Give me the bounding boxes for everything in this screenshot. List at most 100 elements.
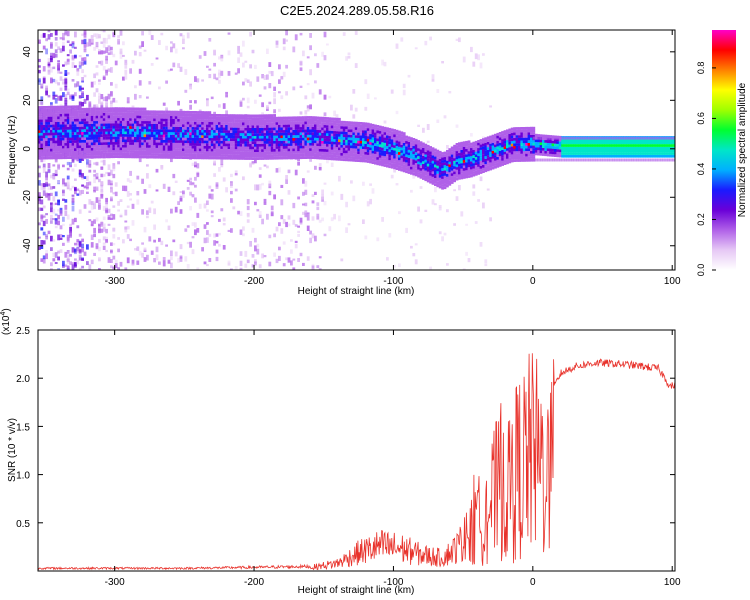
heatmap-cell	[124, 155, 128, 159]
heatmap-cell	[494, 141, 497, 145]
heatmap-cell	[467, 140, 471, 144]
heatmap-cell	[40, 108, 44, 112]
heatmap-cell	[249, 64, 252, 69]
heatmap-cell	[251, 254, 255, 258]
heatmap-cell	[489, 135, 492, 139]
heatmap-cell	[59, 234, 63, 240]
heatmap-cell	[100, 50, 104, 55]
heatmap-cell	[273, 114, 276, 117]
heatmap-cell	[227, 260, 231, 266]
heatmap-cell	[316, 121, 320, 125]
heatmap-cell	[177, 132, 180, 135]
heatmap-cell	[138, 134, 142, 137]
heatmap-cell	[242, 157, 245, 160]
heatmap-cell	[280, 199, 284, 206]
heatmap-cell	[302, 203, 305, 206]
heatmap-cell	[45, 122, 48, 125]
heatmap-cell	[107, 45, 111, 52]
heatmap-cell	[38, 222, 41, 226]
spectrogram-cells	[38, 30, 675, 270]
heatmap-cell	[88, 181, 92, 186]
heatmap-cell	[263, 133, 267, 136]
heatmap-cell	[472, 163, 476, 166]
heatmap-cell	[105, 55, 108, 61]
heatmap-cell	[472, 171, 476, 174]
heatmap-cell	[66, 91, 70, 96]
heatmap-cell	[256, 209, 260, 212]
heatmap-cell	[148, 123, 152, 127]
heatmap-cell	[314, 119, 317, 122]
heatmap-cell	[174, 153, 178, 157]
heatmap-cell	[69, 227, 72, 233]
heatmap-cell	[57, 135, 60, 138]
heatmap-cell	[431, 174, 435, 177]
heatmap-cell	[501, 160, 504, 164]
heatmap-cell	[455, 153, 459, 157]
heatmap-cell	[66, 116, 70, 119]
heatmap-cell	[532, 150, 536, 154]
heatmap-cell	[249, 149, 252, 152]
heatmap-cell	[191, 182, 195, 185]
heatmap-cell	[455, 196, 459, 201]
heatmap-cell	[256, 119, 260, 123]
heatmap-cell	[227, 262, 231, 266]
heatmap-cell	[114, 125, 118, 129]
heatmap-cell	[42, 148, 46, 152]
heatmap-cell	[275, 151, 279, 155]
heatmap-cell	[398, 162, 401, 166]
heatmap-cell	[196, 129, 200, 133]
heatmap-cell	[189, 206, 192, 211]
heatmap-cell	[54, 94, 58, 97]
heatmap-cell	[146, 129, 149, 132]
heatmap-cell	[347, 139, 351, 143]
heatmap-cell	[203, 224, 207, 229]
heatmap-cell	[280, 215, 284, 220]
heatmap-cell	[129, 144, 132, 148]
heatmap-cell	[174, 113, 178, 117]
heatmap-cell	[494, 165, 497, 169]
heatmap-cell	[86, 110, 89, 114]
heatmap-cell	[333, 138, 336, 142]
heatmap-cell	[162, 134, 166, 138]
heatmap-cell	[311, 148, 315, 151]
heatmap-cell	[150, 147, 154, 151]
heatmap-cell	[393, 139, 396, 143]
heatmap-cell	[287, 135, 291, 138]
heatmap-cell	[222, 135, 226, 139]
heatmap-cell	[143, 189, 147, 194]
heatmap-cell	[280, 148, 284, 152]
heatmap-cell	[333, 133, 336, 137]
heatmap-cell	[273, 138, 276, 141]
heatmap-cell	[134, 139, 137, 143]
heatmap-cell	[105, 139, 108, 143]
heatmap-cell	[261, 143, 264, 147]
heatmap-cell	[354, 145, 358, 149]
heatmap-cell	[74, 54, 77, 58]
heatmap-cell	[318, 268, 322, 270]
heatmap-cell	[162, 142, 166, 146]
heatmap-cell	[107, 34, 111, 40]
heatmap-cell	[513, 159, 516, 162]
heatmap-cell	[345, 201, 348, 208]
heatmap-cell	[78, 233, 82, 237]
heatmap-cell	[210, 121, 214, 125]
heatmap-cell	[189, 85, 192, 90]
heatmap-cell	[74, 142, 77, 146]
heatmap-cell	[410, 161, 413, 164]
heatmap-cell	[184, 148, 188, 151]
heatmap-cell	[496, 132, 500, 136]
heatmap-cell	[306, 225, 310, 231]
heatmap-cell	[102, 134, 106, 137]
heatmap-cell	[131, 123, 135, 127]
heatmap-cell	[95, 115, 99, 119]
heatmap-cell	[100, 94, 104, 100]
heatmap-cell	[54, 145, 58, 149]
heatmap-cell	[290, 132, 293, 136]
heatmap-cell	[122, 155, 125, 159]
heatmap-cell	[78, 157, 82, 163]
heatmap-cell	[141, 147, 144, 151]
heatmap-cell	[330, 157, 334, 161]
heatmap-cell	[124, 69, 128, 75]
heatmap-cell	[143, 131, 147, 135]
heatmap-cell	[54, 143, 58, 146]
